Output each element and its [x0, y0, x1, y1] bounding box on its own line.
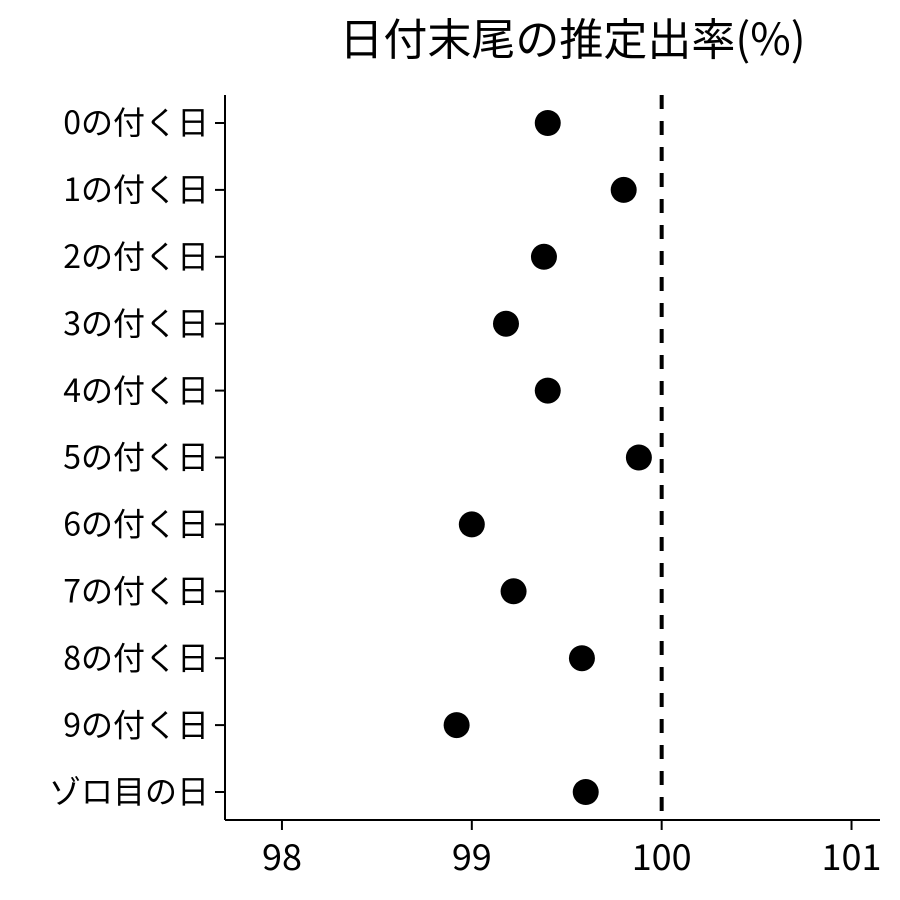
data-point: [611, 177, 637, 203]
y-tick-label: 7の付く日: [63, 567, 209, 613]
y-tick-label: 9の付く日: [63, 700, 209, 746]
data-point: [569, 645, 595, 671]
y-tick-label: 1の付く日: [63, 165, 209, 211]
x-tick-label: 98: [262, 829, 302, 881]
x-tick-label: 100: [632, 829, 692, 881]
data-point: [459, 511, 485, 537]
data-point: [501, 578, 527, 604]
y-tick-label: 8の付く日: [63, 633, 209, 679]
x-tick-label: 99: [452, 829, 492, 881]
y-tick-label: 2の付く日: [63, 232, 209, 278]
y-tick-label: 6の付く日: [63, 500, 209, 546]
data-point: [573, 779, 599, 805]
data-point: [493, 311, 519, 337]
x-tick-label: 101: [822, 829, 882, 881]
chart-title: 日付末尾の推定出率(%): [339, 4, 805, 68]
y-tick-label: 4の付く日: [63, 366, 209, 412]
y-tick-label: 0の付く日: [63, 98, 209, 144]
data-point: [535, 110, 561, 136]
y-tick-label: ゾロ目の日: [49, 767, 209, 813]
data-point: [444, 712, 470, 738]
y-tick-label: 5の付く日: [63, 433, 209, 479]
y-tick-label: 3の付く日: [63, 299, 209, 345]
data-point: [531, 244, 557, 270]
data-point: [535, 378, 561, 404]
dot-chart: 日付末尾の推定出率(%) 98 99 100 101 0の付く日 1の付く日 2の付く日 3の付…: [0, 0, 900, 900]
data-point: [626, 445, 652, 471]
